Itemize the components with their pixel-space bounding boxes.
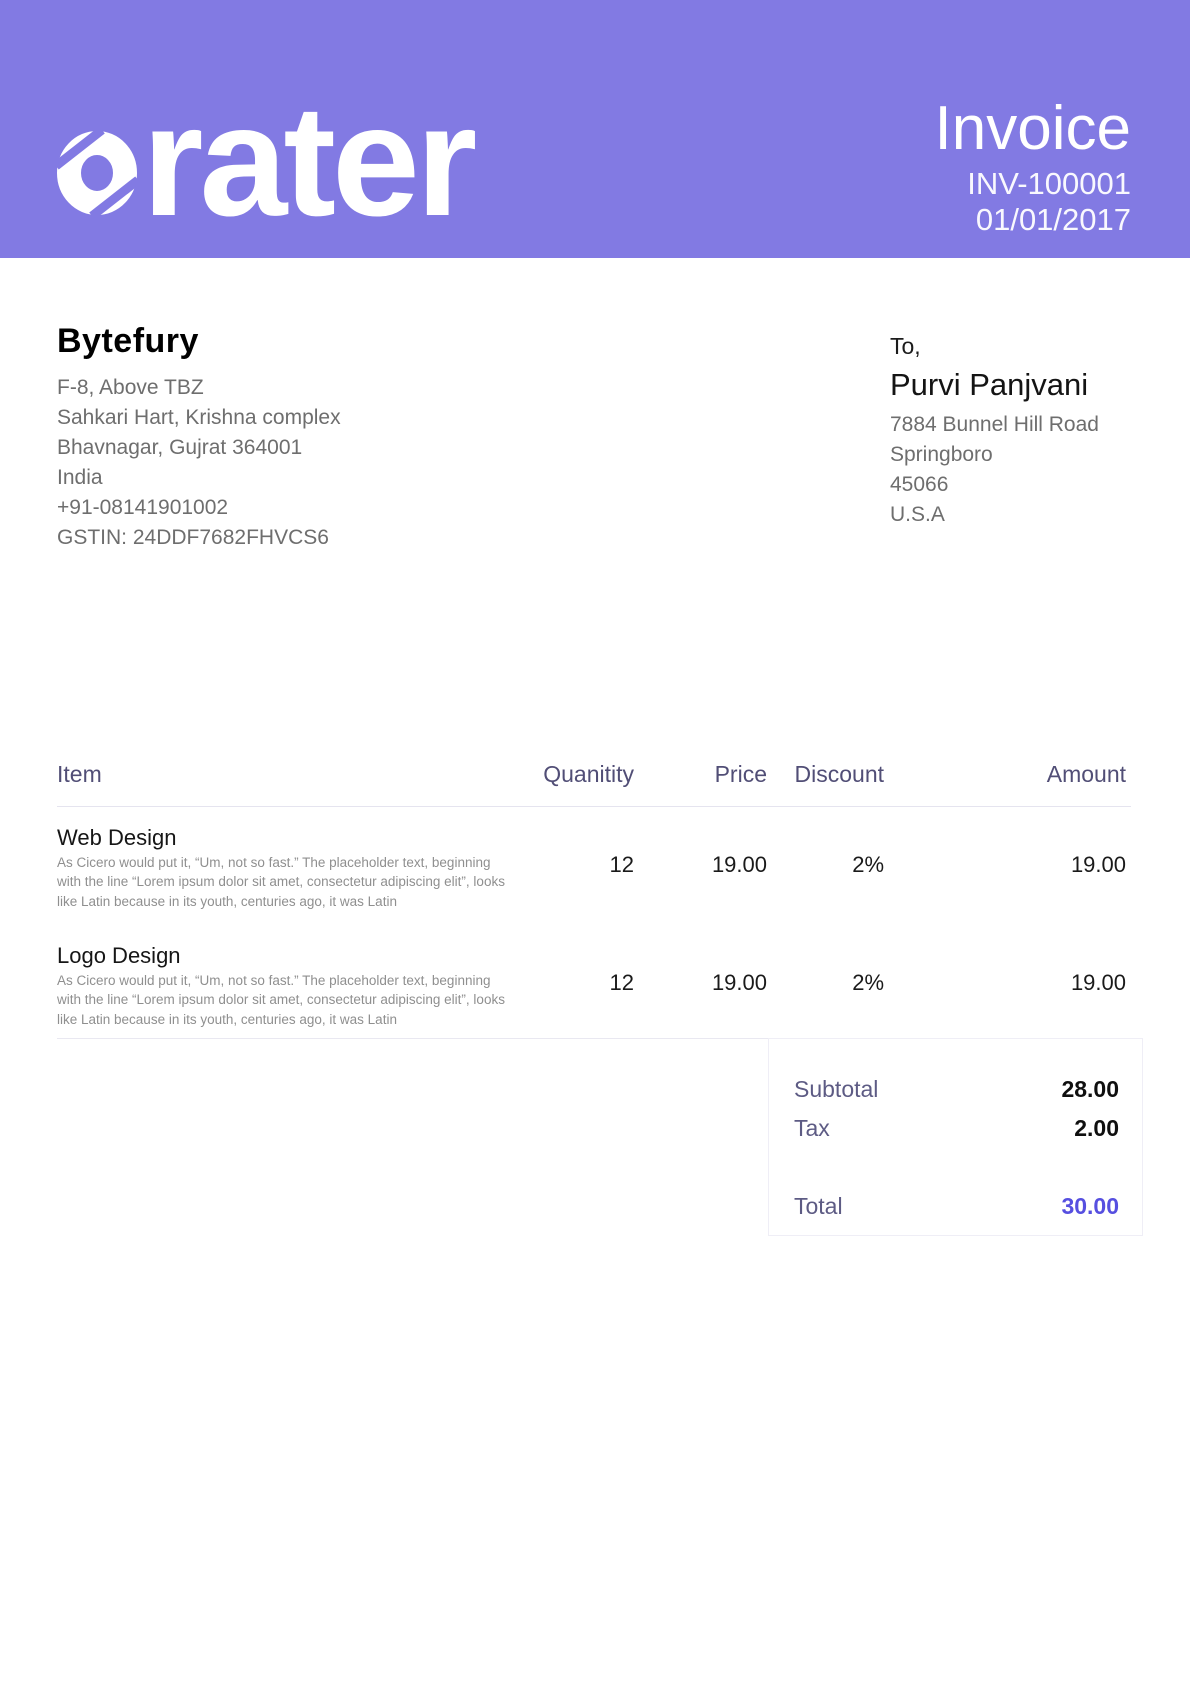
column-header-discount: Discount [794, 761, 884, 787]
bill-to-address: 7884 Bunnel Hill Road Springboro 45066 U… [890, 410, 1099, 530]
crater-logo-text: rater [142, 73, 477, 249]
seller-address: F-8, Above TBZ Sahkari Hart, Krishna com… [57, 373, 341, 553]
seller-address-line: Bhavnagar, Gujrat 364001 [57, 436, 303, 459]
seller-phone: +91-08141901002 [57, 496, 229, 519]
subtotal-value: 28.00 [1061, 1076, 1119, 1102]
bill-to-name: Purvi Panjvani [890, 367, 1089, 402]
item-amount: 19.00 [1070, 852, 1126, 877]
invoice-title: Invoice [934, 94, 1131, 163]
seller-address-line: Sahkari Hart, Krishna complex [57, 406, 341, 429]
item-discount: 2% [852, 852, 884, 877]
invoice-number: INV-100001 [967, 166, 1131, 201]
total-value: 30.00 [1061, 1193, 1119, 1219]
bill-to-address-line: 45066 [890, 473, 949, 496]
header-band: rater Invoice INV-100001 01/01/2017 [0, 0, 1190, 258]
invoice-date: 01/01/2017 [975, 202, 1131, 237]
item-name: Logo Design [57, 943, 181, 968]
table-row: Web Design As Cicero would put it, “Um, … [57, 824, 1131, 911]
total-label: Total [794, 1193, 843, 1219]
item-name: Web Design [57, 825, 177, 850]
seller-block: Bytefury F-8, Above TBZ Sahkari Hart, Kr… [57, 321, 341, 553]
item-discount: 2% [852, 970, 884, 995]
table-bottom-divider [57, 1038, 1143, 1039]
item-description: As Cicero would put it, “Um, not so fast… [57, 855, 505, 909]
tax-value: 2.00 [1074, 1115, 1119, 1141]
bill-to-block: To, Purvi Panjvani 7884 Bunnel Hill Road… [890, 331, 1099, 530]
totals-box: Subtotal 28.00 Tax 2.00 Total 30.00 [768, 1038, 1143, 1236]
item-amount: 19.00 [1070, 970, 1126, 995]
column-header-quantity: Quanitity [543, 761, 634, 787]
table-row: Logo Design As Cicero would put it, “Um,… [57, 942, 1131, 1029]
item-quantity: 12 [609, 970, 634, 995]
seller-address-line: F-8, Above TBZ [57, 376, 204, 399]
seller-name: Bytefury [57, 322, 199, 360]
item-description: As Cicero would put it, “Um, not so fast… [57, 973, 505, 1027]
tax-label: Tax [794, 1115, 830, 1141]
bill-to-address-line: 7884 Bunnel Hill Road [890, 413, 1099, 436]
invoice-meta: Invoice INV-100001 01/01/2017 [934, 94, 1131, 237]
table-header-divider [57, 806, 1131, 807]
column-header-amount: Amount [1046, 761, 1126, 787]
seller-address-line: India [57, 466, 103, 489]
bill-to-address-line: U.S.A [890, 503, 945, 526]
subtotal-label: Subtotal [794, 1076, 879, 1102]
bill-to-address-line: Springboro [890, 443, 993, 466]
item-price: 19.00 [711, 970, 767, 995]
column-header-price: Price [714, 761, 767, 787]
crater-logo-c-icon [56, 130, 138, 216]
item-quantity: 12 [609, 852, 634, 877]
column-header-item: Item [57, 761, 102, 787]
items-table-header: Item Quanitity Price Discount Amount [57, 759, 1131, 789]
bill-to-label: To, [890, 333, 921, 359]
item-price: 19.00 [711, 852, 767, 877]
seller-gstin: GSTIN: 24DDF7682FHVCS6 [57, 526, 329, 549]
